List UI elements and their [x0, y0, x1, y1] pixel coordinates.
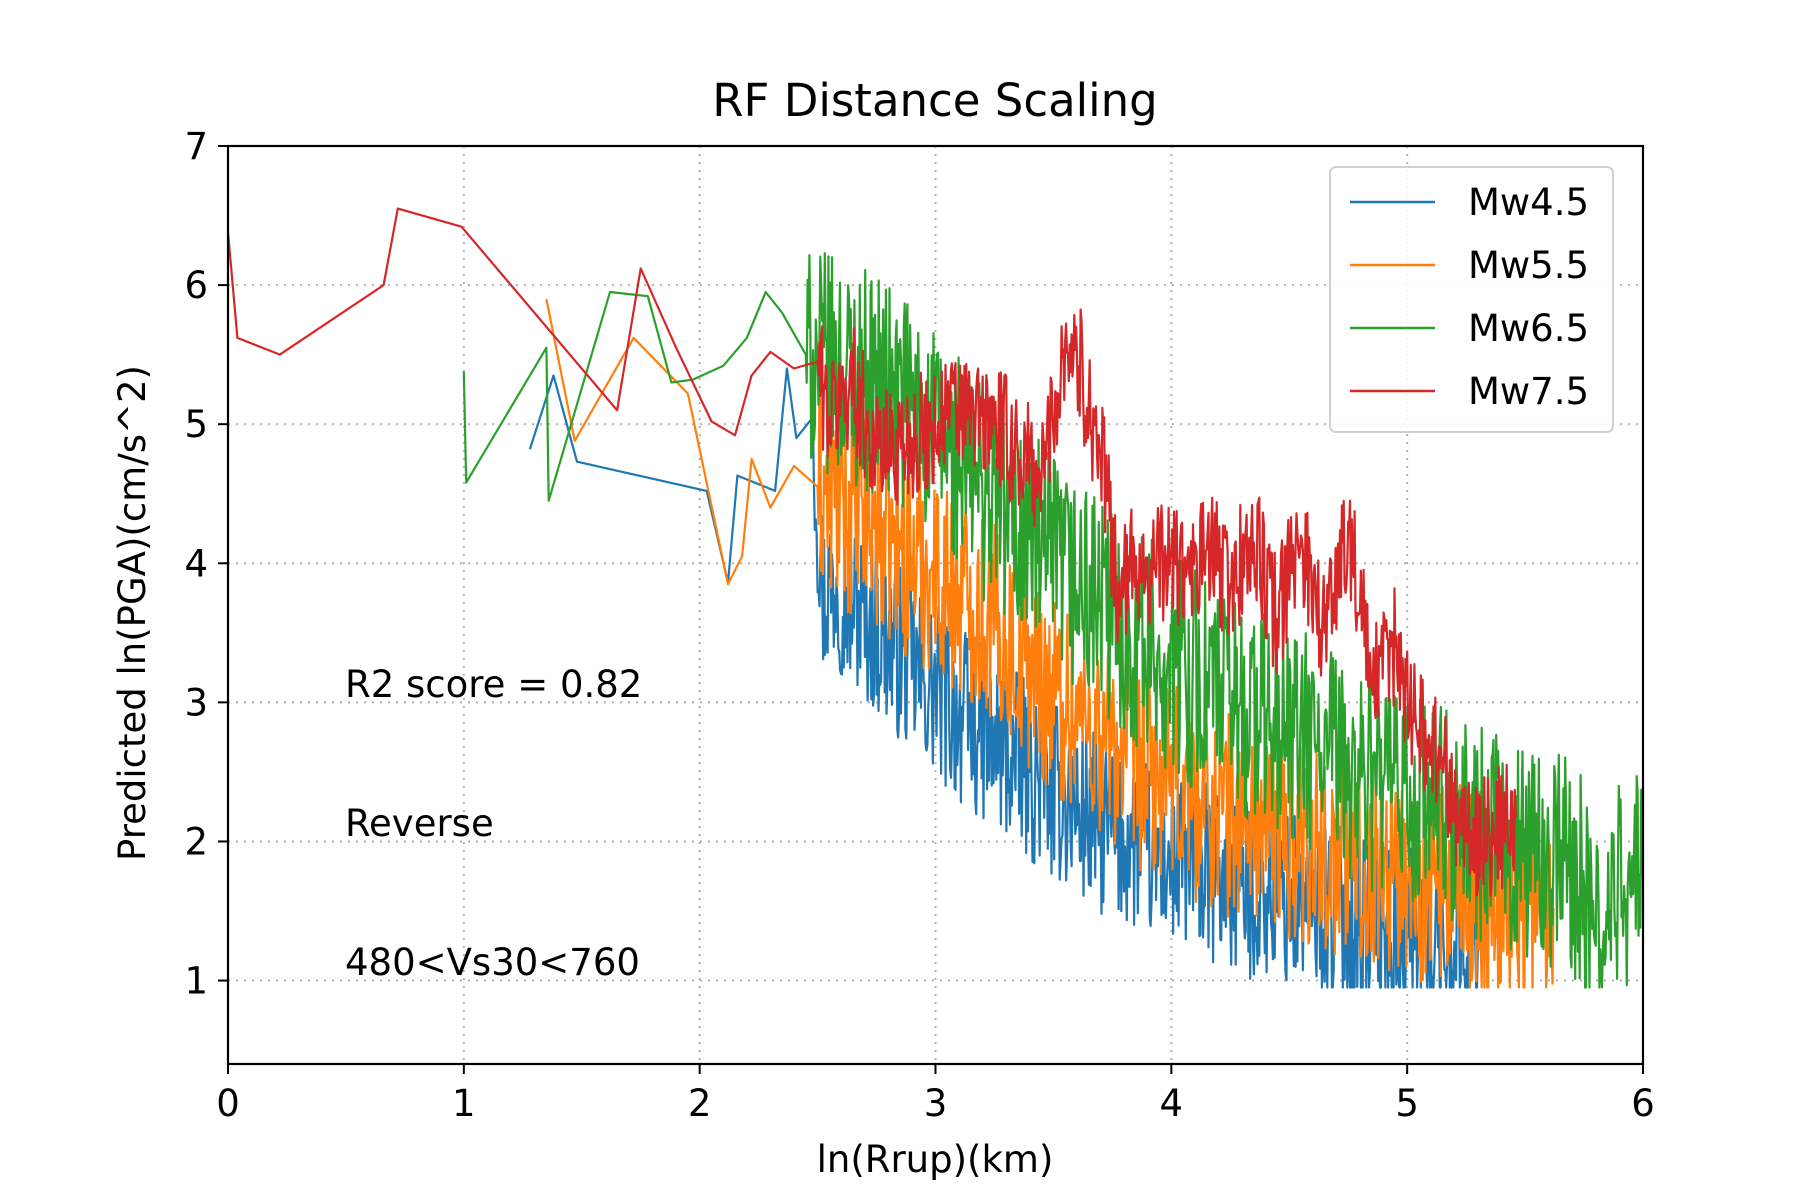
x-tick-label: 2: [688, 1082, 712, 1125]
y-tick-label: 2: [184, 820, 208, 863]
x-axis-title: ln(Rrup)(km): [817, 1138, 1054, 1181]
vs30-annotation: 480<Vs30<760: [345, 941, 640, 984]
y-tick-label: 1: [184, 960, 208, 1003]
legend-label: Mw5.5: [1468, 244, 1589, 287]
series-line-mw7-5: [226, 207, 1517, 897]
x-tick-label: 4: [1160, 1082, 1184, 1125]
ticks: 0 1 2 3 4 5 6 1 2 3 4 5 6 7: [184, 125, 1654, 1125]
legend-label: Mw6.5: [1468, 307, 1589, 350]
y-tick-label: 7: [184, 125, 208, 168]
x-tick-label: 3: [924, 1082, 948, 1125]
y-tick-label: 5: [184, 403, 208, 446]
legend: Mw4.5 Mw5.5 Mw6.5 Mw7.5: [1329, 166, 1614, 433]
r2-annotation: R2 score = 0.82: [345, 663, 642, 706]
y-tick-label: 3: [184, 681, 208, 724]
y-tick-label: 4: [184, 542, 208, 585]
x-tick-label: 0: [216, 1082, 240, 1125]
x-tick-label: 5: [1395, 1082, 1419, 1125]
legend-box: [1329, 166, 1614, 433]
chart-title: RF Distance Scaling: [712, 74, 1158, 127]
y-tick-label: 6: [184, 264, 208, 307]
fault-type-annotation: Reverse: [345, 802, 494, 845]
series-layer: [226, 207, 1645, 989]
legend-label: Mw4.5: [1468, 181, 1589, 224]
x-tick-label: 1: [452, 1082, 476, 1125]
legend-label: Mw7.5: [1468, 370, 1589, 413]
x-tick-label: 6: [1631, 1082, 1655, 1125]
y-axis-title: Predicted ln(PGA)(cm/s^2): [111, 365, 154, 861]
